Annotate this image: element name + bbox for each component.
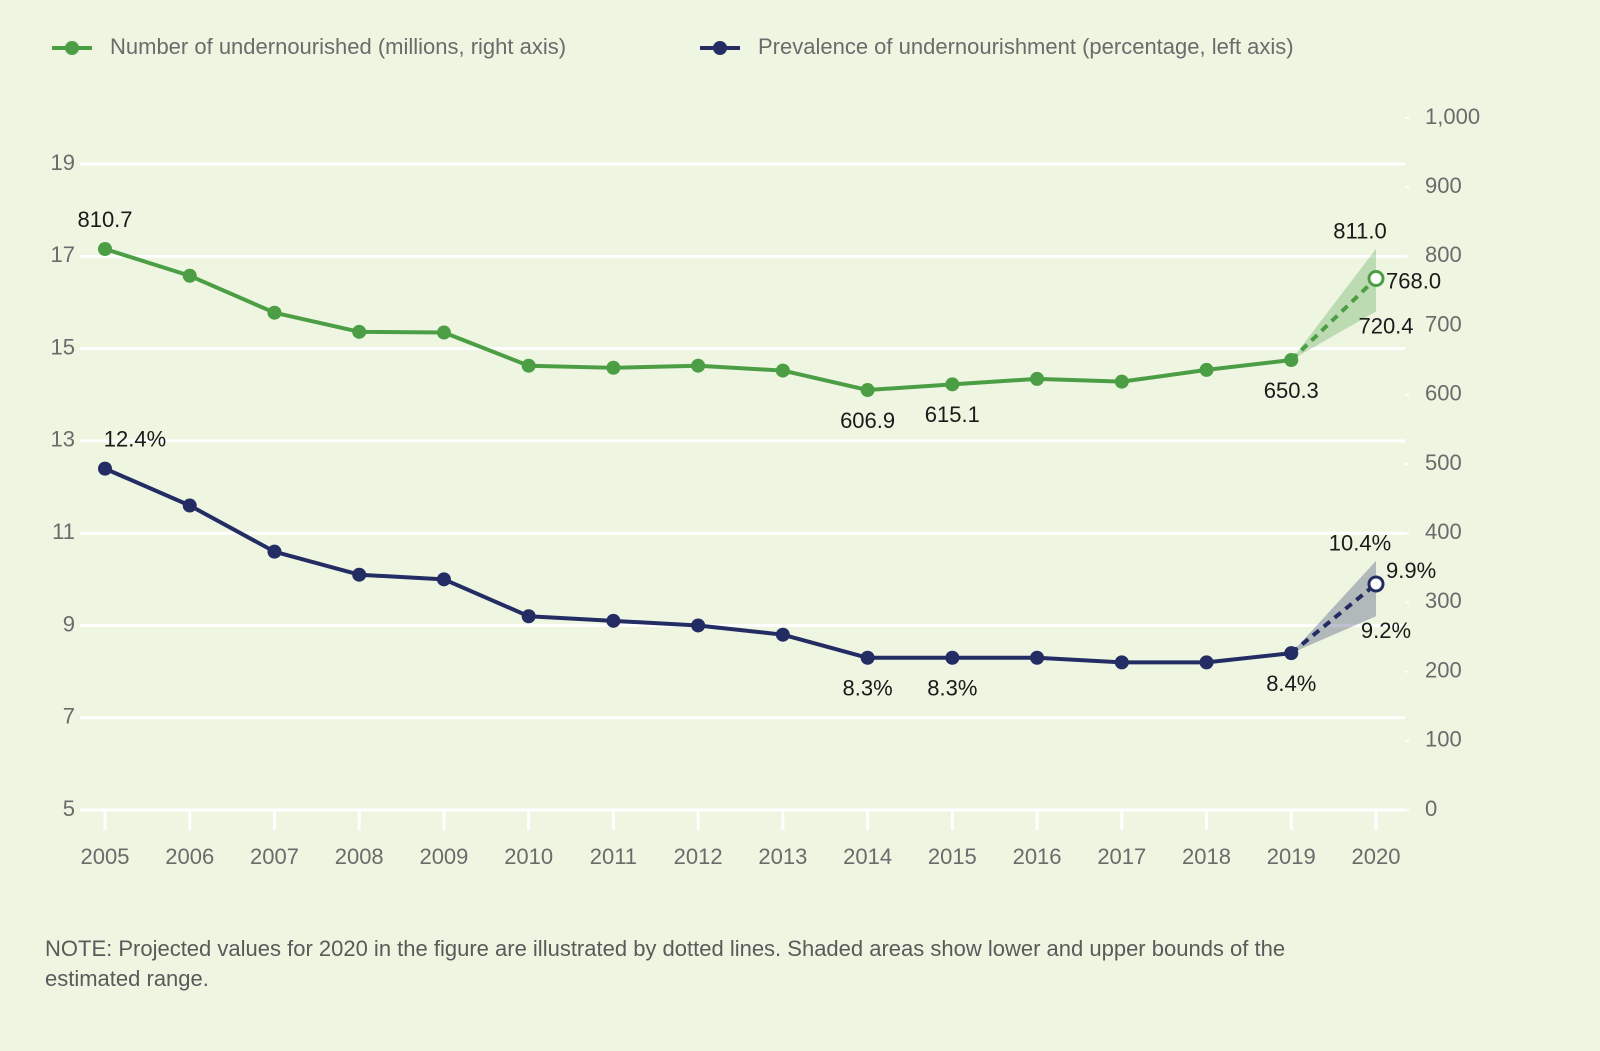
point	[182, 498, 197, 513]
range-label: 9.2%	[1361, 618, 1411, 643]
x-tick-label: 2016	[1013, 844, 1062, 869]
x-tick-label: 2018	[1182, 844, 1231, 869]
data-label: 8.3%	[843, 676, 893, 701]
legend-dot	[713, 41, 727, 55]
x-tick-label: 2011	[590, 844, 637, 869]
point	[606, 360, 621, 375]
y2-tick-label: 800	[1425, 242, 1462, 267]
x-tick-label: 2009	[419, 844, 468, 869]
point	[182, 268, 197, 283]
x-tick-label: 2007	[250, 844, 299, 869]
x-tick-label: 2005	[81, 844, 130, 869]
data-label: 8.3%	[927, 676, 977, 701]
range-label: 811.0	[1333, 219, 1386, 244]
legend-label: Number of undernourished (millions, righ…	[110, 34, 566, 59]
point	[1284, 352, 1299, 367]
x-tick-label: 2006	[165, 844, 214, 869]
data-label: 606.9	[840, 408, 895, 433]
projection-line	[1289, 277, 1378, 362]
y2-tick-label: 100	[1425, 727, 1462, 752]
data-label: 9.9%	[1386, 558, 1436, 583]
y-tick-label: 19	[51, 150, 75, 175]
point	[267, 544, 282, 559]
data-label: 615.1	[925, 402, 980, 427]
data-label: 8.4%	[1266, 671, 1316, 696]
data-label: 650.3	[1264, 378, 1319, 403]
point	[775, 363, 790, 378]
legend-dot	[65, 41, 79, 55]
point	[945, 650, 960, 665]
range-label: 720.4	[1358, 313, 1413, 338]
range-area	[1291, 560, 1376, 654]
x-tick-label: 2014	[843, 844, 892, 869]
y-tick-label: 9	[63, 611, 75, 636]
y2-tick-label: 700	[1425, 311, 1462, 336]
x-tick-label: 2020	[1352, 844, 1401, 869]
y2-tick-label: 600	[1425, 381, 1462, 406]
point	[436, 572, 451, 587]
point	[521, 609, 536, 624]
legend-label: Prevalence of undernourishment (percenta…	[758, 34, 1294, 59]
x-tick-label: 2017	[1097, 844, 1146, 869]
y2-tick-label: 900	[1425, 173, 1462, 198]
x-tick-label: 2019	[1267, 844, 1316, 869]
point	[98, 241, 112, 256]
point	[1114, 655, 1129, 670]
point	[1367, 575, 1385, 593]
y2-tick-label: 400	[1425, 519, 1462, 544]
point	[98, 461, 112, 476]
point	[691, 358, 706, 373]
x-tick-label: 2008	[335, 844, 384, 869]
x-tick-label: 2015	[928, 844, 977, 869]
point	[1367, 270, 1385, 288]
point	[521, 358, 536, 373]
point	[606, 613, 621, 628]
point	[691, 618, 706, 633]
point	[352, 567, 367, 582]
y-tick-label: 11	[52, 519, 75, 544]
line	[104, 466, 1292, 665]
point	[436, 325, 451, 340]
note: NOTE: Projected values for 2020 in the f…	[45, 936, 1286, 991]
point	[1114, 374, 1129, 389]
y-tick-label: 15	[51, 334, 75, 359]
y-tick-label: 13	[51, 427, 75, 452]
point	[352, 324, 367, 339]
point	[945, 377, 960, 392]
y2-tick-label: 300	[1425, 588, 1462, 613]
x-tick-label: 2012	[674, 844, 723, 869]
y2-tick-label: 0	[1425, 796, 1437, 821]
projection-line	[1290, 582, 1378, 655]
y2-tick-label: 200	[1425, 657, 1462, 682]
point	[1199, 655, 1214, 670]
point	[1030, 650, 1045, 665]
data-label: 810.7	[77, 207, 132, 232]
y-tick-label: 7	[63, 704, 75, 729]
x-tick-label: 2013	[758, 844, 807, 869]
data-label: 768.0	[1386, 268, 1441, 293]
point	[1199, 362, 1214, 377]
y-tick-label: 17	[51, 242, 75, 267]
point	[860, 383, 875, 398]
y2-tick-label: 500	[1425, 450, 1462, 475]
data-label: 12.4%	[104, 426, 166, 451]
point	[860, 650, 875, 665]
y-tick-label: 5	[63, 796, 75, 821]
range-area	[1291, 248, 1376, 360]
point	[267, 305, 282, 320]
range-label: 10.4%	[1329, 531, 1391, 556]
point	[775, 627, 790, 642]
y2-tick-label: 1,000	[1425, 104, 1480, 129]
point	[1030, 371, 1045, 386]
point	[1284, 646, 1299, 661]
x-tick-label: 2010	[504, 844, 553, 869]
